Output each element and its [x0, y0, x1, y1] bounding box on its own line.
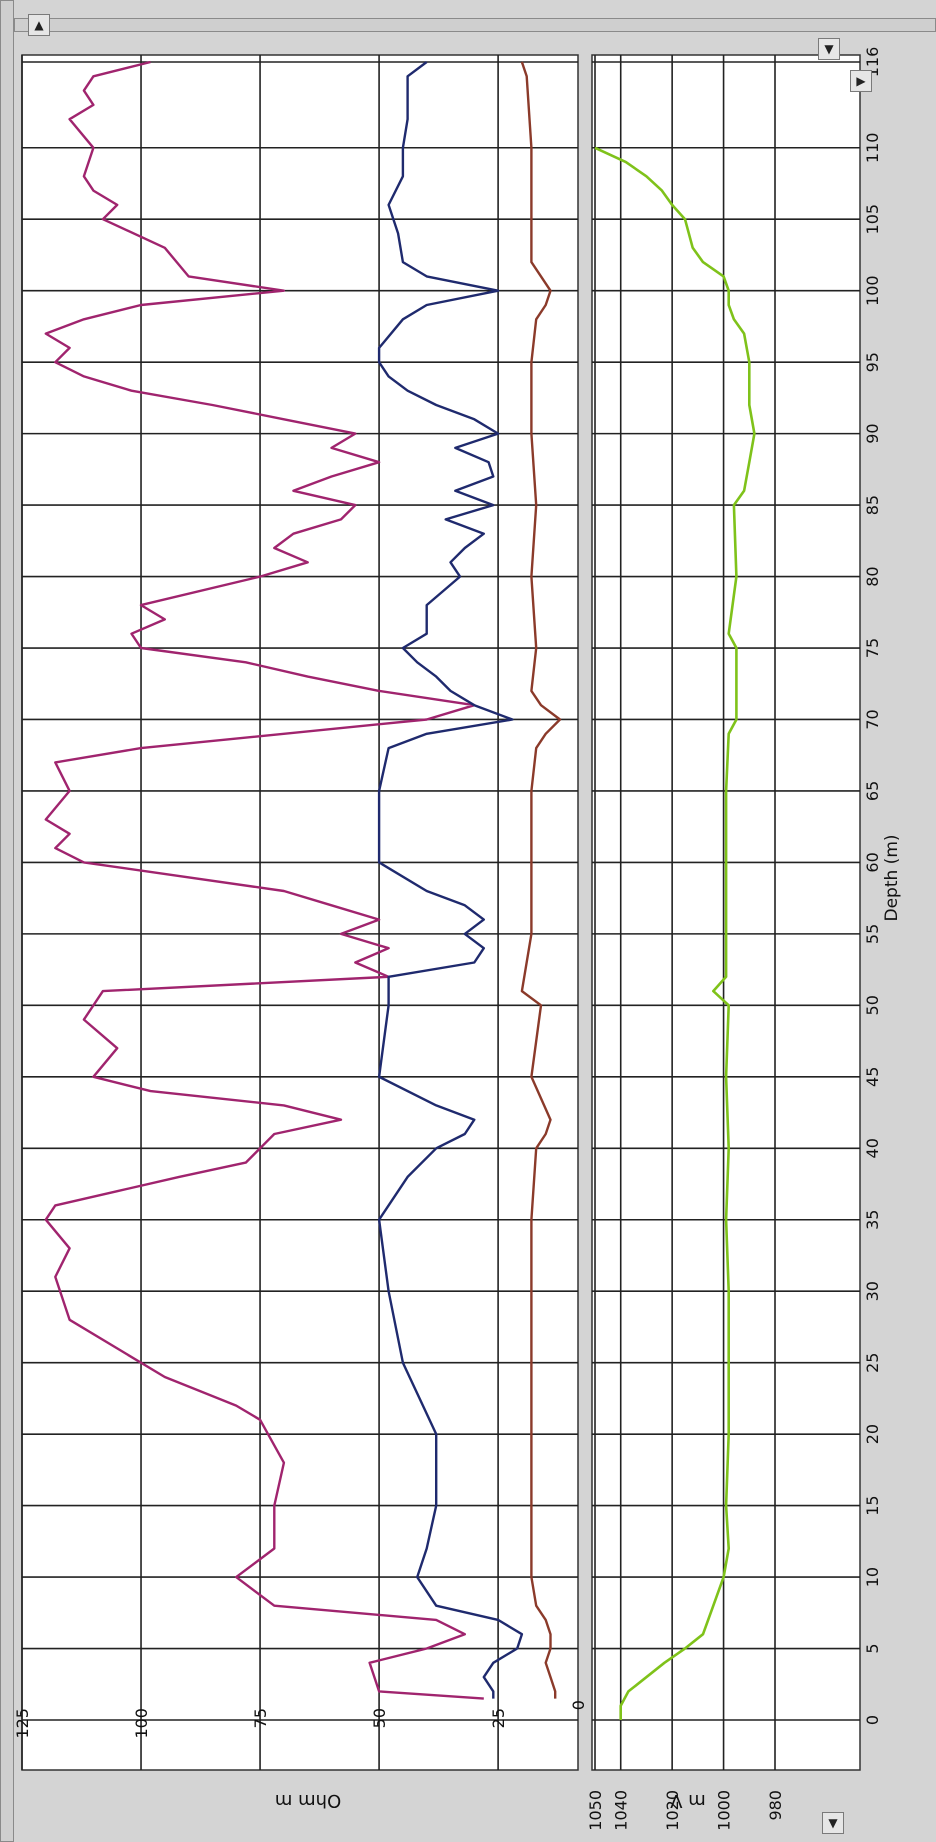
ohm-tick-label: 50	[370, 1708, 389, 1728]
ohm-axis-label: Ohm m	[275, 1790, 341, 1811]
depth-tick-label: 65	[863, 781, 882, 801]
ohm-tick-label: 125	[13, 1708, 32, 1739]
depth-tick-label: 40	[863, 1138, 882, 1158]
depth-tick-label: 10	[863, 1567, 882, 1587]
sp-series-group	[594, 146, 756, 1720]
left-scrollbar-track[interactable]	[0, 0, 14, 1842]
depth-tick-label: 45	[863, 1067, 882, 1087]
depth-tick-label: 100	[863, 275, 882, 306]
resistivity-series-group	[44, 60, 562, 1700]
depth-tick-label: 90	[863, 423, 882, 443]
resistivity-series-line-2	[377, 61, 524, 1699]
depth-tick-label: 0	[863, 1715, 882, 1725]
depth-tick-label: 15	[863, 1495, 882, 1515]
depth-tick-label: 110	[863, 133, 882, 164]
scroll-up-arrow-icon[interactable]: ▲	[28, 14, 50, 36]
depth-tick-label: 70	[863, 709, 882, 729]
mv-tick-labels: 980 1000 1020 1040 1050 0	[569, 1700, 785, 1831]
ohm-tick-labels: 25 50 75 100 125	[13, 1708, 508, 1739]
sp-series-line-1	[594, 146, 756, 1720]
depth-tick-label: 55	[863, 924, 882, 944]
mv-tick-label: 1050	[586, 1790, 605, 1831]
mv-axis-label: m V	[670, 1790, 706, 1811]
depth-tick-label: 50	[863, 995, 882, 1015]
depth-tick-label: 30	[863, 1281, 882, 1301]
depth-tick-label: 105	[863, 204, 882, 235]
resistivity-series-line-3	[520, 61, 562, 1699]
resistivity-series-line-1	[44, 60, 484, 1700]
depth-tick-label: 5	[863, 1643, 882, 1653]
depth-tick-labels: 0 5 10 15 20 25 30 35 40 45 50 55 60 65 70 75 80 85 90 95 10…	[863, 47, 882, 1725]
scroll-right-arrow-icon[interactable]: ▶	[850, 70, 872, 92]
scroll-bottom-arrow-icon[interactable]: ▼	[822, 1812, 844, 1834]
mv-tick-label: 1000	[715, 1790, 734, 1831]
scroll-down-arrow-icon[interactable]: ▼	[818, 38, 840, 60]
depth-tick-label: 60	[863, 852, 882, 872]
depth-tick-label: 95	[863, 352, 882, 372]
ohm-tick-label: 75	[251, 1708, 270, 1728]
depth-tick-label: 80	[863, 566, 882, 586]
depth-tick-label: 35	[863, 1210, 882, 1230]
resistivity-grid	[21, 55, 578, 1770]
depth-tick-label: 25	[863, 1353, 882, 1373]
ohm-tick-label: 25	[489, 1708, 508, 1728]
depth-tick-label: 75	[863, 638, 882, 658]
resistivity-panel-background	[21, 54, 579, 1771]
top-scrollbar-track[interactable]	[14, 18, 936, 32]
depth-axis-label: Depth (m)	[882, 834, 902, 921]
depth-tick-label: 20	[863, 1424, 882, 1444]
mv-tick-label: 0	[569, 1700, 588, 1710]
mv-tick-label: 1020	[663, 1790, 682, 1831]
depth-tick-label: 85	[863, 495, 882, 515]
mv-tick-label: 1040	[612, 1790, 631, 1831]
depth-tick-label: 116	[863, 47, 882, 78]
ohm-tick-label: 100	[132, 1708, 151, 1739]
mv-tick-label: 980	[766, 1790, 785, 1821]
